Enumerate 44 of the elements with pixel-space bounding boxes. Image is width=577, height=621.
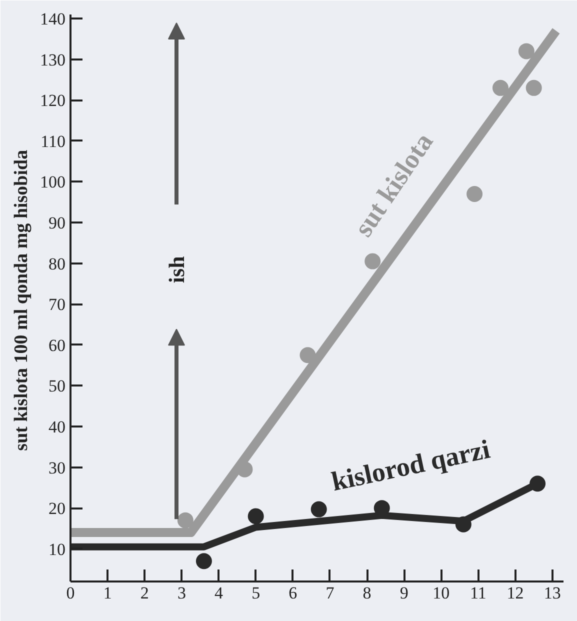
x-tick-label: 5 — [252, 584, 260, 602]
y-tick-label: 120 — [40, 91, 66, 110]
point — [236, 461, 253, 478]
annotation: ish — [164, 256, 189, 284]
x-tick-label: 12 — [506, 584, 524, 602]
x-tick-label: 4 — [214, 584, 224, 602]
point — [177, 512, 194, 528]
y-tick-label: 110 — [40, 132, 66, 151]
x-tick-label: 0 — [66, 584, 75, 602]
y-tick-label: 60 — [48, 336, 66, 355]
y-axis-title: sut kislota 100 ml qonda mg hisobida — [11, 149, 32, 451]
x-tick-label: 10 — [432, 584, 450, 602]
x-tick-label: 7 — [326, 584, 335, 602]
x-tick-label: 9 — [400, 584, 408, 602]
point — [526, 80, 542, 96]
y-tick-label: 20 — [48, 499, 66, 518]
y-tick-label: 80 — [48, 254, 66, 274]
point — [518, 43, 534, 60]
point — [530, 476, 546, 492]
y-tick-label: 40 — [48, 417, 66, 436]
point — [364, 253, 381, 270]
x-tick-label: 3 — [177, 584, 186, 602]
y-tick-label: 100 — [40, 172, 66, 192]
point — [196, 553, 212, 570]
point — [455, 516, 472, 532]
y-tick-label: 10 — [48, 540, 66, 559]
point — [248, 508, 264, 524]
y-tick-label: 30 — [48, 458, 66, 478]
text: kislorod qarzi — [328, 434, 493, 497]
point — [310, 501, 327, 518]
point — [492, 80, 508, 96]
y-tick-label: 90 — [48, 214, 66, 233]
point — [300, 347, 316, 364]
x-tick-label: 13 — [544, 584, 561, 602]
x-tick-label: 2 — [140, 584, 149, 602]
y-tick-label: 140 — [40, 10, 66, 29]
x-tick-label: 1 — [103, 584, 112, 602]
y-tick-label: 70 — [48, 295, 66, 314]
point — [466, 186, 483, 202]
x-tick-label: 11 — [470, 584, 486, 602]
x-tick-label: 6 — [288, 584, 298, 602]
y-tick-label: 50 — [48, 376, 66, 396]
y-tick-label: 130 — [40, 50, 66, 70]
x-tick-label: 8 — [362, 584, 372, 602]
